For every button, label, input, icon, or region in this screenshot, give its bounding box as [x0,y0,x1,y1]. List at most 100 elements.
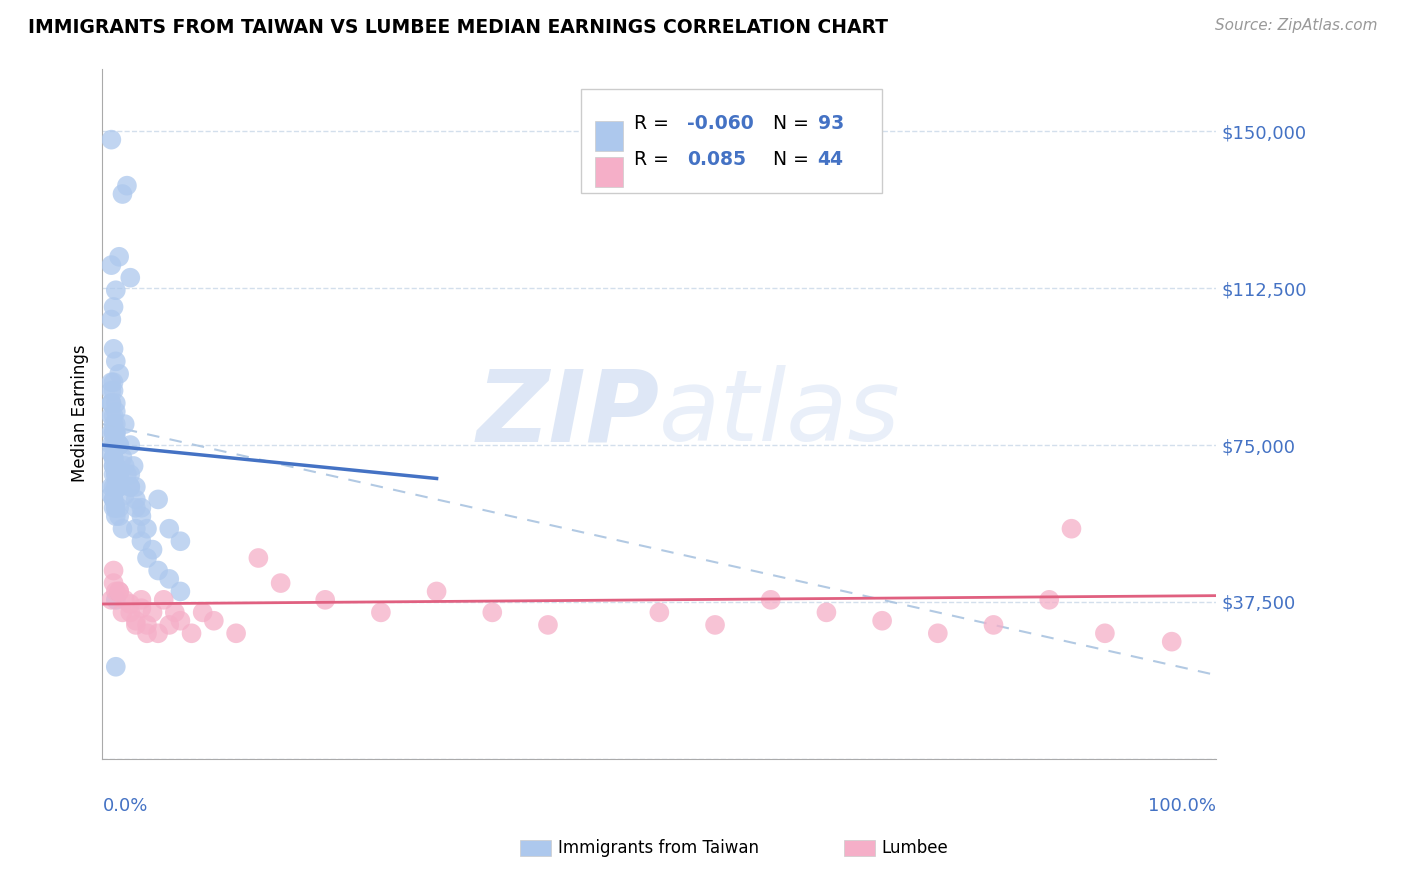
Point [104,509,127,524]
Point [108,480,131,494]
Point [108,438,131,452]
Point [131,509,153,524]
Point [704,618,727,632]
Point [108,584,131,599]
Point [115,467,138,482]
Point [131,500,153,515]
Point [108,584,131,599]
Point [114,592,136,607]
Point [481,606,503,620]
Point [100,376,122,390]
Text: Lumbee: Lumbee [882,839,948,857]
Point [104,458,127,473]
Point [104,659,127,673]
Point [125,618,148,632]
Point [104,480,127,494]
Point [103,450,125,465]
Point [157,618,180,632]
Point [152,592,174,607]
Point [146,492,169,507]
Text: N =: N = [773,150,815,169]
Point [103,425,125,440]
Point [103,467,125,482]
Point [100,409,122,423]
Point [103,425,125,440]
Point [100,312,122,326]
Point [225,626,247,640]
Text: R =: R = [634,114,675,133]
Text: IMMIGRANTS FROM TAIWAN VS LUMBEE MEDIAN EARNINGS CORRELATION CHART: IMMIGRANTS FROM TAIWAN VS LUMBEE MEDIAN … [28,18,889,37]
Point [104,425,127,440]
Point [103,492,125,507]
Point [103,384,125,398]
Point [120,438,142,452]
Point [146,564,169,578]
Point [131,592,153,607]
Text: -0.060: -0.060 [688,114,754,133]
Point [136,626,159,640]
Point [108,438,131,452]
Point [104,404,127,418]
Point [108,471,131,485]
Point [120,597,142,611]
Point [157,522,180,536]
Point [104,425,127,440]
Point [125,500,148,515]
Point [100,488,122,502]
Point [100,446,122,460]
Point [100,425,122,440]
Text: 44: 44 [817,150,844,169]
Point [103,342,125,356]
FancyBboxPatch shape [582,89,882,193]
Point [103,450,125,465]
Point [103,417,125,431]
Point [103,409,125,423]
Point [103,450,125,465]
Point [100,384,122,398]
Point [136,618,159,632]
Point [120,467,142,482]
Point [103,576,125,591]
Text: R =: R = [634,150,675,169]
Point [103,492,125,507]
Point [122,458,145,473]
Point [104,467,127,482]
Point [314,592,336,607]
Point [103,438,125,452]
Point [103,376,125,390]
Point [111,606,134,620]
Point [157,572,180,586]
Point [537,618,560,632]
Point [108,438,131,452]
Point [120,480,142,494]
Point [169,614,191,628]
Point [120,606,142,620]
Text: 100.0%: 100.0% [1149,797,1216,814]
Point [104,438,127,452]
Point [100,396,122,410]
Point [104,467,127,482]
Point [108,500,131,515]
Point [104,592,127,607]
Point [270,576,292,591]
Point [108,367,131,381]
Text: Source: ZipAtlas.com: Source: ZipAtlas.com [1215,18,1378,33]
Point [131,534,153,549]
Point [103,564,125,578]
Point [247,551,270,566]
Point [125,522,148,536]
Y-axis label: Median Earnings: Median Earnings [72,345,89,483]
Text: N =: N = [773,114,815,133]
Point [370,606,392,620]
Point [125,480,148,494]
Point [104,396,127,410]
Point [202,614,225,628]
Point [131,601,153,615]
Point [114,417,136,431]
Point [100,480,122,494]
Text: ZIP: ZIP [477,365,659,462]
Point [169,534,191,549]
Point [142,606,165,620]
Point [1038,592,1060,607]
Point [114,488,136,502]
